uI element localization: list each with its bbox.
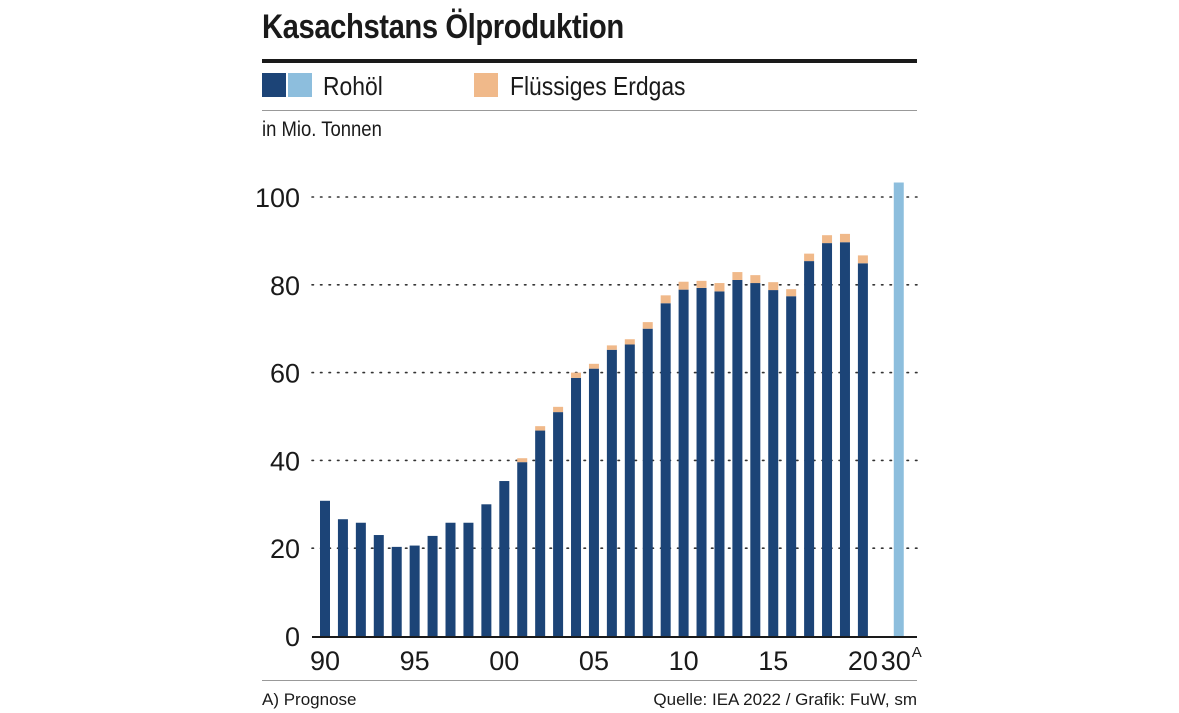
x-tick-superscript: A [912,644,922,661]
bar-crude [337,519,348,636]
bar-crude [678,289,689,636]
bar-crude [822,243,833,636]
bar-crude [624,344,635,636]
bar-crude [732,279,743,636]
bar-crude [463,522,474,636]
bar-lng [839,233,850,243]
bar-crude [499,481,510,636]
bar-lng [660,295,671,304]
bar-crude [786,296,797,636]
bar-lng [768,282,779,291]
bar-lng [535,426,546,431]
bar-lng [714,283,725,292]
bar-crude [857,263,868,636]
bar-lng [606,345,617,350]
bar-crude [839,242,850,637]
x-tick-label: 20 [848,646,878,676]
bar-crude [714,291,725,636]
bar-crude [427,535,438,636]
bar-crude [373,535,384,636]
bar-lng [786,289,797,297]
bar-crude [517,462,528,636]
legend: Rohöl Flüssiges Erdgas [262,70,917,102]
x-tick-label: 30 [881,646,911,676]
footnote: A) Prognose [262,690,357,709]
source-credit: Quelle: IEA 2022 / Grafik: FuW, sm [653,690,917,709]
bar-lng [517,458,528,463]
unit-label: in Mio. Tonnen [262,118,382,141]
bar-crude [660,303,671,636]
bar-crude [391,546,402,636]
bar-crude [768,290,779,636]
x-tick-label: 15 [758,646,788,676]
bar-crude [606,349,617,636]
bar-lng [696,280,707,288]
bar-crude [481,504,492,636]
footer-rule [262,680,917,681]
y-tick-label: 20 [270,534,300,564]
y-tick-label: 60 [270,359,300,389]
y-tick-label: 80 [270,271,300,301]
legend-label-lng: Flüssiges Erdgas [510,71,686,101]
x-tick-label: 95 [400,646,430,676]
bar-crude [642,328,653,636]
bar-lng [804,253,815,262]
x-tick-label: 10 [669,646,699,676]
bar-crude [571,377,582,636]
legend-label-crude: Rohöl [323,71,383,101]
x-tick-label: 00 [489,646,519,676]
bar-crude [804,261,815,636]
bar-crude [320,500,330,636]
bar-lng [857,255,868,264]
bar-crude [750,283,761,636]
bar-lng [678,281,689,290]
bar-crude [445,522,456,636]
bar-lng [750,275,761,284]
y-tick-label: 40 [270,446,300,476]
bar-crude-forecast [893,182,904,636]
x-tick-label: 05 [579,646,609,676]
bar-lng [571,372,582,378]
bar-crude [696,287,707,636]
chart-title: Kasachstans Ölproduktion [262,8,624,46]
bar-crude [588,368,599,636]
bar-crude [355,522,366,636]
y-tick-label: 100 [255,183,300,213]
legend-swatch-lng [474,73,498,97]
bar-crude [409,545,420,636]
legend-swatch-crude-forecast [288,73,312,97]
bar-lng [553,406,564,413]
y-tick-label: 0 [285,622,300,652]
bar-lng [588,363,599,369]
legend-rule [262,110,917,111]
bar-lng [732,272,743,280]
bar-lng [822,235,833,244]
bar-lng [624,339,635,345]
x-tick-label: 90 [310,646,340,676]
bar-crude [553,412,564,636]
title-rule [262,59,917,63]
bar-lng [642,322,653,329]
legend-swatch-crude [262,73,286,97]
bar-crude [535,430,546,636]
